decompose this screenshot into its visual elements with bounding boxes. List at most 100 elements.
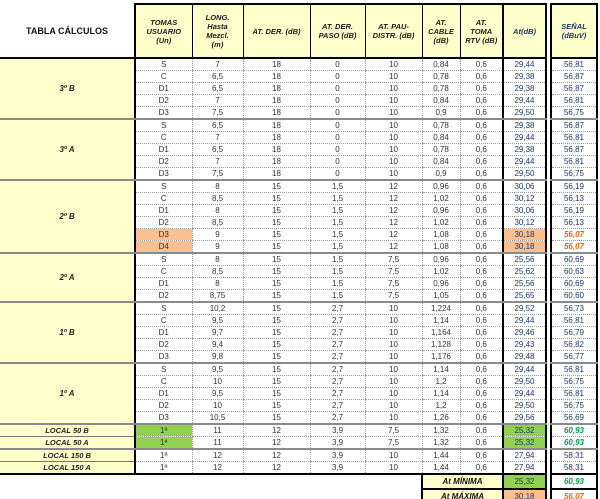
table-cell-senal[interactable]: 56,87 xyxy=(550,143,598,156)
table-cell-toma[interactable]: D2 xyxy=(134,155,192,168)
table-cell-toma[interactable]: D3 xyxy=(134,411,192,425)
table-cell-senal[interactable]: 60,93 xyxy=(550,436,598,450)
table-cell-at[interactable]: 29,52 xyxy=(502,302,547,315)
table-cell-senal[interactable]: 56,81 xyxy=(550,58,598,71)
table-cell-toma[interactable]: D3 xyxy=(134,167,192,181)
table-cell-paso[interactable]: 1,5 xyxy=(309,228,365,241)
table-cell-rtv[interactable]: 0,6 xyxy=(459,326,503,339)
table-cell-long[interactable]: 7 xyxy=(191,58,243,71)
table-cell-senal[interactable]: 56,81 xyxy=(550,94,598,107)
table-cell-long[interactable]: 12 xyxy=(191,461,243,475)
table-cell-toma[interactable]: D2 xyxy=(134,338,192,351)
table-cell-cable[interactable]: 1,224 xyxy=(421,302,460,315)
table-cell-paso[interactable]: 2,7 xyxy=(309,399,365,412)
table-cell-toma[interactable]: D2 xyxy=(134,399,192,412)
table-cell-long[interactable]: 9,5 xyxy=(191,387,243,400)
table-cell-toma[interactable]: D3 xyxy=(134,106,192,120)
table-cell-pau[interactable]: 10 xyxy=(364,449,422,462)
senal-maxima-value[interactable]: 60,93 xyxy=(550,473,598,490)
table-cell-der[interactable]: 15 xyxy=(242,289,310,303)
table-cell-toma[interactable]: D3 xyxy=(134,228,192,241)
table-cell-der[interactable]: 15 xyxy=(242,192,310,205)
table-cell-senal[interactable]: 56,87 xyxy=(550,119,598,132)
table-cell-pau[interactable]: 7,5 xyxy=(364,289,422,303)
table-cell-der[interactable]: 15 xyxy=(242,363,310,376)
table-cell-der[interactable]: 18 xyxy=(242,155,310,168)
table-cell-long[interactable]: 6,5 xyxy=(191,82,243,95)
table-cell-senal[interactable]: 58,31 xyxy=(550,449,598,462)
table-cell-senal[interactable]: 56,77 xyxy=(550,350,598,364)
table-cell-pau[interactable]: 10 xyxy=(364,94,422,107)
table-cell-cable[interactable]: 1,164 xyxy=(421,326,460,339)
table-cell-rtv[interactable]: 0,6 xyxy=(459,180,503,193)
table-cell-rtv[interactable]: 0,6 xyxy=(459,143,503,156)
column-header-at-db[interactable]: At(dB) xyxy=(502,3,547,59)
table-cell-toma[interactable]: S xyxy=(134,180,192,193)
table-cell-paso[interactable]: 2,7 xyxy=(309,314,365,327)
table-cell-cable[interactable]: 0,9 xyxy=(421,167,460,181)
table-cell-at[interactable]: 29,44 xyxy=(502,363,547,376)
table-cell-at[interactable]: 29,44 xyxy=(502,58,547,71)
table-cell-long[interactable]: 9,5 xyxy=(191,314,243,327)
table-cell-pau[interactable]: 7,5 xyxy=(364,265,422,278)
table-cell-pau[interactable]: 10 xyxy=(364,314,422,327)
at-minima-value[interactable]: 25,32 xyxy=(502,473,547,490)
table-cell-paso[interactable]: 1,5 xyxy=(309,265,365,278)
table-cell-senal[interactable]: 56,73 xyxy=(550,302,598,315)
table-cell-at[interactable]: 25,32 xyxy=(502,424,547,437)
table-cell-pau[interactable]: 7,5 xyxy=(364,424,422,437)
table-cell-senal[interactable]: 56,69 xyxy=(550,411,598,425)
table-cell-der[interactable]: 15 xyxy=(242,240,310,254)
table-cell-long[interactable]: 8,5 xyxy=(191,265,243,278)
table-cell-at[interactable]: 29,38 xyxy=(502,70,547,83)
row-group-label[interactable]: 1º B xyxy=(0,302,135,364)
table-cell-at[interactable]: 25,65 xyxy=(502,289,547,303)
table-cell-rtv[interactable]: 0,6 xyxy=(459,240,503,254)
table-cell-rtv[interactable]: 0,6 xyxy=(459,216,503,229)
table-cell-der[interactable]: 15 xyxy=(242,399,310,412)
table-cell-long[interactable]: 10,5 xyxy=(191,411,243,425)
table-cell-toma[interactable]: S xyxy=(134,302,192,315)
table-cell-der[interactable]: 15 xyxy=(242,277,310,290)
table-cell-toma[interactable]: D1 xyxy=(134,326,192,339)
table-cell-toma[interactable]: 1ª xyxy=(134,449,192,462)
table-cell-pau[interactable]: 10 xyxy=(364,106,422,120)
table-cell-toma[interactable]: D1 xyxy=(134,143,192,156)
table-cell-rtv[interactable]: 0,6 xyxy=(459,387,503,400)
table-cell-pau[interactable]: 10 xyxy=(364,399,422,412)
table-cell-rtv[interactable]: 0,6 xyxy=(459,302,503,315)
table-cell-paso[interactable]: 0 xyxy=(309,106,365,120)
table-cell-at[interactable]: 25,32 xyxy=(502,436,547,450)
table-cell-senal[interactable]: 56,13 xyxy=(550,216,598,229)
table-cell-senal[interactable]: 56,75 xyxy=(550,167,598,181)
table-cell-cable[interactable]: 1,128 xyxy=(421,338,460,351)
table-cell-paso[interactable]: 0 xyxy=(309,70,365,83)
table-cell-rtv[interactable]: 0,6 xyxy=(459,314,503,327)
table-cell-der[interactable]: 12 xyxy=(242,436,310,450)
column-header-senal[interactable]: SEÑAL (dBuV) xyxy=(550,3,598,59)
table-cell-der[interactable]: 18 xyxy=(242,70,310,83)
table-cell-pau[interactable]: 7,5 xyxy=(364,253,422,266)
table-cell-long[interactable]: 9,5 xyxy=(191,363,243,376)
table-cell-paso[interactable]: 1,5 xyxy=(309,240,365,254)
table-cell-at[interactable]: 30,12 xyxy=(502,216,547,229)
table-cell-cable[interactable]: 0,78 xyxy=(421,82,460,95)
table-cell-paso[interactable]: 2,7 xyxy=(309,302,365,315)
table-cell-cable[interactable]: 0,96 xyxy=(421,180,460,193)
table-cell-long[interactable]: 8 xyxy=(191,277,243,290)
table-cell-pau[interactable]: 12 xyxy=(364,240,422,254)
table-cell-rtv[interactable]: 0,6 xyxy=(459,424,503,437)
table-cell-rtv[interactable]: 0,6 xyxy=(459,155,503,168)
table-cell-long[interactable]: 8,5 xyxy=(191,192,243,205)
column-header-tomas-usuario[interactable]: TOMAS USUARIO (Un) xyxy=(134,3,193,59)
table-cell-paso[interactable]: 3,9 xyxy=(309,461,365,475)
table-cell-senal[interactable]: 60,63 xyxy=(550,265,598,278)
table-cell-rtv[interactable]: 0,6 xyxy=(459,277,503,290)
table-cell-toma[interactable]: D2 xyxy=(134,289,192,303)
table-cell-der[interactable]: 15 xyxy=(242,375,310,388)
table-cell-senal[interactable]: 56,81 xyxy=(550,314,598,327)
table-cell-toma[interactable]: D1 xyxy=(134,387,192,400)
table-cell-senal[interactable]: 60,60 xyxy=(550,289,598,303)
table-cell-cable[interactable]: 1,02 xyxy=(421,216,460,229)
table-cell-toma[interactable]: D4 xyxy=(134,240,192,254)
